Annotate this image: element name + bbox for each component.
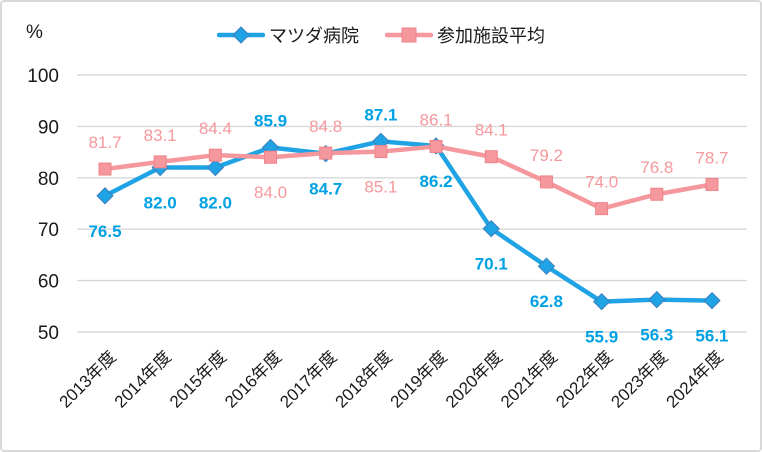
data-label: 84.8 bbox=[309, 117, 342, 136]
x-tick-label: 2022年度 bbox=[552, 347, 616, 411]
data-label: 76.8 bbox=[640, 158, 673, 177]
x-tick-label: 2018年度 bbox=[332, 347, 396, 411]
x-tick-label: 2020年度 bbox=[442, 347, 506, 411]
y-tick-label: 70 bbox=[38, 220, 59, 241]
x-tick-label: 2016年度 bbox=[221, 347, 285, 411]
series-line-0 bbox=[102, 139, 715, 304]
series-line-1 bbox=[102, 144, 715, 211]
data-label: 85.1 bbox=[364, 178, 397, 197]
data-label: 79.2 bbox=[530, 146, 563, 165]
x-tick-label: 2014年度 bbox=[111, 347, 175, 411]
data-label: 55.9 bbox=[585, 328, 618, 347]
data-label: 56.3 bbox=[640, 326, 673, 345]
y-tick-label: 60 bbox=[38, 272, 59, 293]
x-tick-label: 2017年度 bbox=[276, 347, 340, 411]
data-label: 56.1 bbox=[695, 327, 728, 346]
square-marker bbox=[429, 139, 443, 153]
x-tick-label: 2021年度 bbox=[497, 347, 561, 411]
data-label: 85.9 bbox=[254, 111, 287, 130]
diamond-marker bbox=[648, 290, 666, 309]
data-label: 84.7 bbox=[309, 180, 342, 199]
square-marker bbox=[374, 145, 388, 159]
data-label: 86.1 bbox=[420, 110, 453, 129]
square-marker bbox=[264, 150, 278, 164]
square-marker bbox=[705, 177, 719, 191]
square-marker bbox=[484, 150, 498, 164]
data-label: 74.0 bbox=[585, 173, 618, 192]
y-tick-label: 90 bbox=[38, 117, 59, 138]
diamond-marker bbox=[537, 257, 556, 275]
diamond-marker bbox=[206, 158, 225, 177]
square-marker bbox=[153, 155, 167, 169]
x-tick-label: 2023年度 bbox=[607, 347, 671, 411]
square-marker bbox=[98, 162, 112, 176]
data-label: 84.1 bbox=[475, 121, 508, 140]
diamond-marker bbox=[703, 291, 721, 310]
data-label: 82.0 bbox=[199, 194, 232, 213]
diamond-marker bbox=[592, 292, 611, 311]
y-axis-unit-label: % bbox=[26, 22, 43, 43]
diamond-marker bbox=[96, 187, 114, 205]
y-tick-label: 50 bbox=[38, 323, 59, 344]
x-tick-label: 2015年度 bbox=[166, 347, 230, 411]
data-label: 84.4 bbox=[199, 119, 232, 138]
square-marker bbox=[539, 175, 553, 189]
y-tick-label: 100 bbox=[27, 66, 59, 87]
data-label: 76.5 bbox=[88, 222, 121, 241]
square-marker bbox=[319, 146, 333, 160]
data-label: 87.1 bbox=[364, 105, 397, 124]
data-label: 62.8 bbox=[530, 292, 563, 311]
x-tick-label: 2024年度 bbox=[663, 347, 727, 411]
square-marker bbox=[208, 148, 222, 162]
square-marker bbox=[650, 187, 664, 201]
data-label: 82.0 bbox=[144, 194, 177, 213]
data-label: 83.1 bbox=[144, 126, 177, 145]
data-label: 84.0 bbox=[254, 183, 287, 202]
x-tick-label: 2013年度 bbox=[56, 347, 120, 411]
y-tick-label: 80 bbox=[38, 169, 59, 190]
data-label: 86.2 bbox=[420, 172, 453, 191]
data-label: 70.1 bbox=[475, 255, 508, 274]
square-marker bbox=[595, 202, 609, 216]
data-label: 78.7 bbox=[695, 148, 728, 167]
data-label: 81.7 bbox=[88, 133, 121, 152]
diamond-marker bbox=[482, 219, 500, 238]
x-tick-label: 2019年度 bbox=[387, 347, 451, 411]
